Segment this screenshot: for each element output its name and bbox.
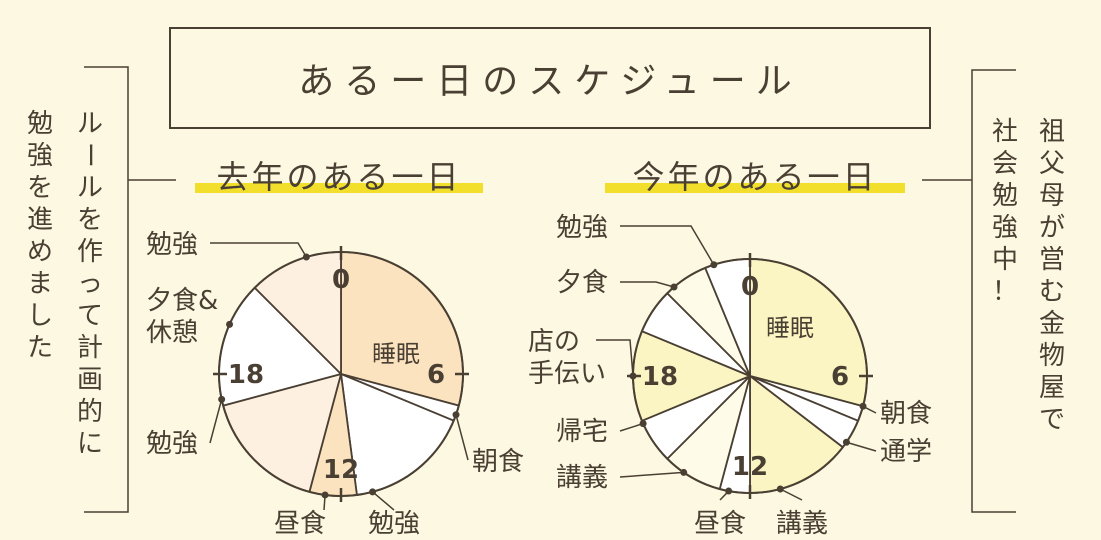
callout-line <box>596 339 634 377</box>
right-note-char: 屋 <box>1039 373 1065 403</box>
left-bracket <box>84 66 129 513</box>
right-note-char: が <box>1039 213 1065 243</box>
left-note-char: た <box>27 333 53 363</box>
callout-label: 昼食 <box>274 509 326 539</box>
left-note-char: 作 <box>77 237 103 267</box>
slice-label-sleep: 睡眠 <box>372 340 420 368</box>
page-title: あるー日のスケジュール <box>298 61 801 102</box>
this-year-heading: 今年のある一日 <box>632 158 877 196</box>
callout-label: 帰宅 <box>556 417 608 447</box>
hour-label: 6 <box>427 360 445 390</box>
callout-label: 夕食& <box>146 286 218 316</box>
callout-dot <box>226 320 234 328</box>
left-note-char: ー <box>74 142 104 168</box>
right-note-char: 金 <box>1039 309 1065 339</box>
hour-label: 6 <box>831 362 849 392</box>
hour-label: 12 <box>323 455 359 485</box>
left-note-char: に <box>77 429 103 459</box>
slice-label-sleep: 睡眠 <box>766 314 814 342</box>
callout-line <box>719 490 730 501</box>
callout-line <box>779 488 803 501</box>
callout-line <box>620 225 715 266</box>
hour-label: 0 <box>332 265 350 295</box>
callout-line <box>455 414 469 461</box>
left-note-char: 勉 <box>27 109 53 139</box>
callout-line <box>210 242 307 258</box>
hour-label: 0 <box>741 272 759 302</box>
right-note-char: で <box>1039 405 1065 435</box>
left-note-char: ル <box>77 173 103 203</box>
callout-label: 店の <box>528 327 580 357</box>
left-note-char: を <box>77 205 103 235</box>
callout-line <box>620 281 675 288</box>
right-note-char: 母 <box>1039 181 1065 211</box>
right-note-char: 会 <box>992 149 1018 179</box>
callout-label: 勉強 <box>146 429 198 459</box>
right-note-char: ！ <box>992 277 1018 307</box>
left-note-char: ま <box>27 269 53 299</box>
callout-label: 手伝い <box>528 359 606 389</box>
callout-line <box>323 494 326 511</box>
callout-line <box>846 441 877 452</box>
right-note-char: 中 <box>992 245 1018 275</box>
right-note-char: 勉 <box>992 181 1018 211</box>
callout-line <box>619 471 684 478</box>
callout-label: 勉強 <box>556 213 608 243</box>
callout-label: 朝食 <box>880 399 932 429</box>
left-note-char: 強 <box>27 141 53 171</box>
right-note-char: 祖 <box>1039 117 1065 147</box>
left-note-char: 画 <box>77 365 103 395</box>
right-note-char: 社 <box>992 117 1018 147</box>
callout-line <box>209 399 223 444</box>
this-year-heading-highlight <box>605 183 905 193</box>
callout-label: 講義 <box>556 463 608 493</box>
left-note-char: て <box>77 301 103 331</box>
left-note-char: を <box>27 173 53 203</box>
right-note-char: 父 <box>1039 149 1065 179</box>
right-note-char: 物 <box>1039 341 1065 371</box>
callout-line <box>372 491 395 511</box>
hour-label: 12 <box>732 452 768 482</box>
left-note-char: 計 <box>77 333 103 363</box>
hour-label: 18 <box>642 362 678 392</box>
left-note-char: っ <box>77 269 103 299</box>
callout-label: 通学 <box>880 437 932 467</box>
callout-label: 勉強 <box>368 509 420 539</box>
right-note-char: 営 <box>1039 245 1065 275</box>
last-year-heading: 去年のある一日 <box>216 158 461 196</box>
callout-label: 夕食 <box>556 268 608 298</box>
left-note-char: め <box>27 237 53 267</box>
left-note-char: 進 <box>27 205 53 235</box>
right-note-char: 強 <box>992 213 1018 243</box>
right-note-char: む <box>1039 277 1065 307</box>
callout-label: 講義 <box>776 509 828 539</box>
callout-label: 勉強 <box>146 230 198 260</box>
left-note-char: 的 <box>77 397 103 427</box>
callout-line <box>619 422 644 432</box>
callout-label: 昼食 <box>694 509 746 539</box>
left-note-char: ル <box>77 109 103 139</box>
last-year-heading-highlight <box>195 183 483 193</box>
callout-label: 朝食 <box>472 447 524 477</box>
hour-label: 18 <box>228 360 264 390</box>
left-note-char: し <box>27 301 53 331</box>
callout-line <box>862 405 877 414</box>
right-bracket <box>971 69 1016 513</box>
title-frame <box>169 27 931 129</box>
callout-label: 休憩 <box>146 318 198 348</box>
